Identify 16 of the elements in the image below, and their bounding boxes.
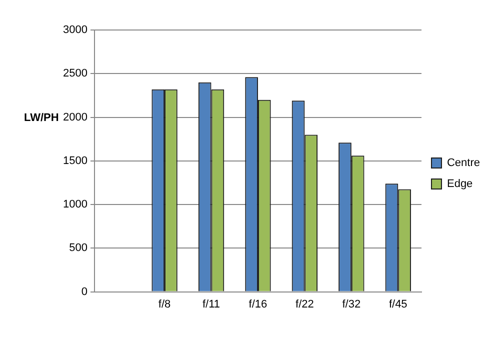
y-tick-label: 0 [81,286,88,298]
y-tick-label: 500 [69,242,88,254]
x-tick-label: f/32 [342,298,361,310]
y-tick-label: 1000 [62,198,88,211]
y-axis-title: LW/PH [24,112,59,124]
x-tick-label: f/45 [388,298,408,310]
y-tick-label: 3000 [62,24,88,36]
legend-label: Centre [446,157,480,170]
x-tick-label: f/22 [296,298,314,310]
legend-label: Edge [446,178,473,190]
y-tick-label: 2000 [62,111,88,124]
y-tick-label: 2500 [62,68,88,80]
x-tick-label: f/8 [158,298,171,310]
y-tick-label: 1500 [62,154,88,167]
x-tick-label: f/11 [202,298,220,310]
x-tick-label: f/16 [248,298,268,310]
